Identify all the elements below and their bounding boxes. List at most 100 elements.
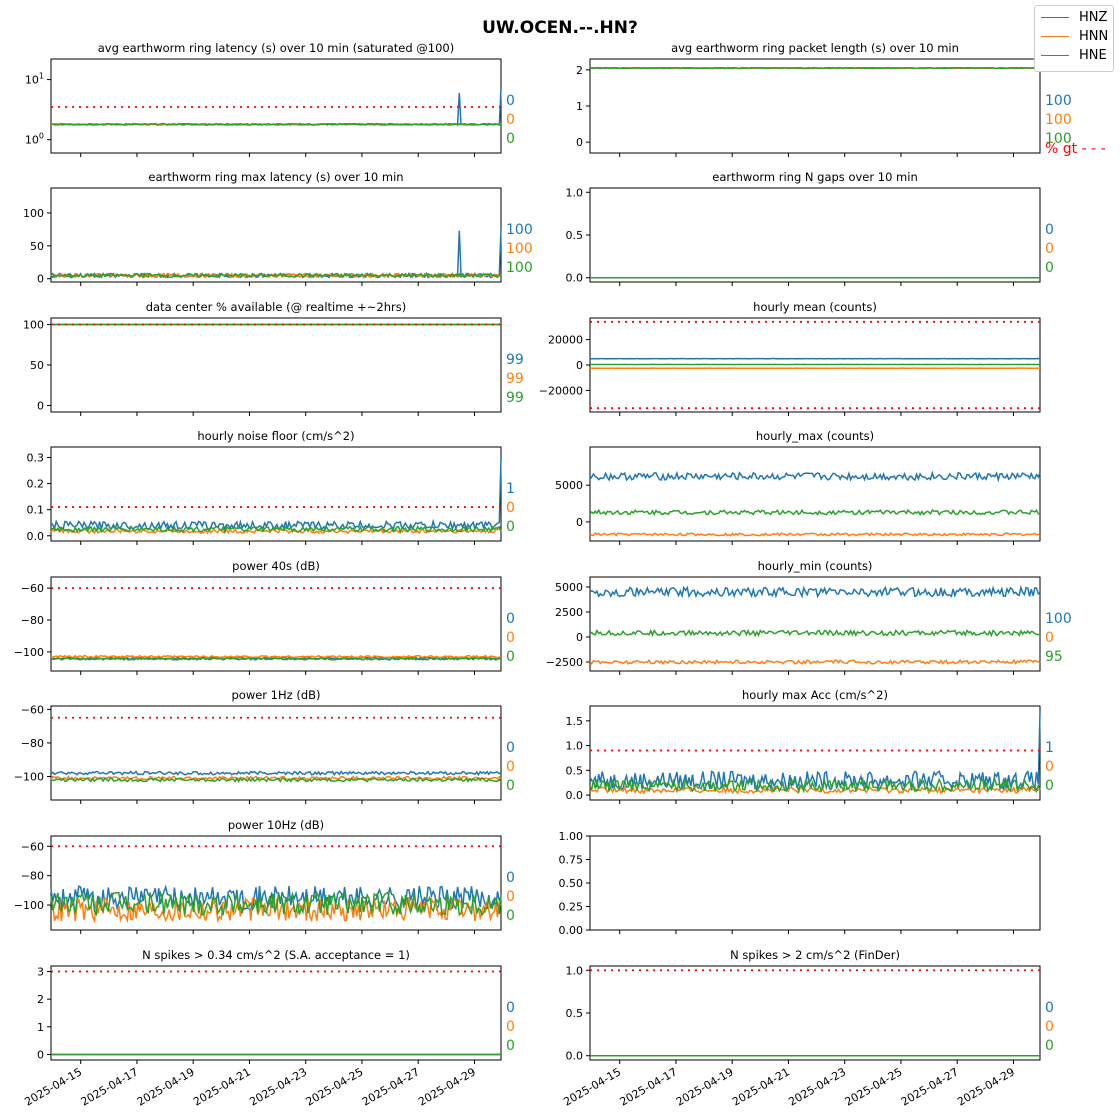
pct-label-hne: 0	[506, 908, 515, 924]
y-tick-label: 5000	[555, 479, 583, 492]
x-tick-label: 2025-04-21	[191, 1065, 253, 1108]
series-line-hnz	[50, 228, 502, 279]
y-tick-label: −2500	[546, 656, 583, 669]
y-tick-label: 0	[37, 273, 44, 286]
pct-label-hnn: 0	[1045, 241, 1054, 257]
subplot-10	[586, 576, 1041, 675]
x-tick-label: 2025-04-19	[674, 1065, 736, 1108]
y-tick-label: 0.50	[559, 877, 584, 890]
y-tick-label: −60	[21, 840, 44, 853]
y-tick-label: −100	[14, 771, 44, 784]
series-line-hne	[50, 889, 502, 917]
legend: HNZ HNN HNE	[1034, 5, 1114, 72]
y-tick-label: 0.0	[566, 1050, 584, 1063]
axes-frame	[50, 965, 502, 1061]
series-line-hne	[50, 272, 502, 279]
axes-frame	[589, 705, 1041, 801]
pct-label-hne: 99	[506, 390, 524, 406]
subplot-2	[586, 58, 1041, 157]
y-tick-label: −100	[14, 646, 44, 659]
y-tick-label: 0.5	[566, 1007, 584, 1020]
subplot-3	[47, 187, 502, 286]
subplot-15	[47, 965, 502, 1064]
subplot-13	[47, 835, 502, 934]
y-tick-label: 0.5	[566, 764, 584, 777]
series-line-hne	[50, 122, 502, 126]
y-tick-label: 20000	[548, 334, 583, 347]
y-tick-label: −100	[14, 899, 44, 912]
y-tick-label: 1.0	[566, 964, 584, 977]
y-tick-label: 50	[30, 359, 44, 372]
pct-label-hnz: 99	[506, 352, 524, 368]
pct-label-hnn: 0	[506, 889, 515, 905]
y-tick-label: 0	[37, 400, 44, 413]
pct-label-hnn: 99	[506, 371, 524, 387]
subplot-8	[586, 446, 1041, 545]
y-tick-label: 0.2	[27, 478, 45, 491]
x-tick-label: 2025-04-29	[416, 1065, 478, 1108]
x-tick-label: 2025-04-25	[304, 1065, 366, 1108]
y-tick-label: 1.0	[566, 740, 584, 753]
subplot-title: avg earthworm ring packet length (s) ove…	[671, 41, 959, 55]
series-line-hnz	[589, 711, 1041, 792]
pct-label-hnn: 100	[1045, 112, 1072, 128]
y-tick-label: 0.75	[559, 854, 584, 867]
pct-label-hnn: 0	[506, 112, 515, 128]
axes-frame	[50, 705, 502, 801]
pct-label-hnz: 100	[1045, 611, 1072, 627]
pct-label-hnn: 0	[1045, 630, 1054, 646]
y-tick-label: 0.0	[566, 272, 584, 285]
pct-label-hnn: 0	[506, 630, 515, 646]
subplot-7	[47, 446, 502, 545]
series-line-hne	[589, 508, 1041, 517]
subplot-title: power 1Hz (dB)	[231, 688, 320, 702]
y-tick-label: 100	[23, 318, 44, 331]
legend-swatch	[1041, 17, 1069, 18]
series-line-hne	[589, 628, 1041, 638]
pct-label-hne: 0	[506, 778, 515, 794]
y-tick-label: 0	[37, 1048, 44, 1061]
y-tick-label: 2	[37, 993, 44, 1006]
subplot-6	[586, 317, 1041, 416]
pct-label-hne: 0	[1045, 260, 1054, 276]
subplot-title: hourly_min (counts)	[758, 559, 873, 573]
subplot-16	[586, 965, 1041, 1064]
axes-frame	[50, 58, 502, 154]
y-tick-label: 50	[30, 240, 44, 253]
x-tick-label: 2025-04-23	[247, 1065, 309, 1108]
y-tick-label: 0	[576, 631, 583, 644]
subplot-title: hourly max Acc (cm/s^2)	[742, 688, 888, 702]
y-tick-label: 100	[23, 207, 44, 220]
y-tick-label: 0.5	[566, 229, 584, 242]
legend-swatch	[1041, 36, 1069, 37]
pct-label-hne: 0	[506, 1038, 515, 1054]
pct-label-hne: 0	[1045, 1038, 1054, 1054]
series-line-hnn	[50, 527, 502, 535]
series-line-hnn	[589, 658, 1041, 666]
y-tick-label: 1	[37, 1021, 44, 1034]
pct-label-hnz: 0	[506, 870, 515, 886]
y-tick-label: 0.3	[27, 451, 45, 464]
pct-label-hnn: 0	[1045, 1019, 1054, 1035]
axes-frame	[50, 446, 502, 542]
x-tick-label: 2025-04-17	[618, 1065, 680, 1108]
x-tick-label: 2025-04-27	[360, 1065, 422, 1108]
axes-frame	[50, 835, 502, 931]
x-tick-label: 2025-04-21	[730, 1065, 792, 1108]
subplot-14	[586, 835, 1041, 934]
subplot-11	[47, 705, 502, 804]
series-line-hnz	[589, 470, 1041, 483]
pct-label-hne: 0	[506, 519, 515, 535]
pct-label-hne: 95	[1045, 649, 1063, 665]
axes-frame	[50, 187, 502, 283]
subplot-title: power 10Hz (dB)	[228, 818, 324, 832]
axes-frame	[589, 58, 1041, 154]
y-tick-label: 0.1	[27, 504, 45, 517]
y-tick-label: −80	[21, 870, 44, 883]
legend-entry-hnz: HNZ	[1041, 10, 1107, 28]
y-tick-label: 0	[576, 516, 583, 529]
pct-label-hnz: 100	[1045, 93, 1072, 109]
axes-frame	[589, 965, 1041, 1061]
axes-frame	[589, 576, 1041, 672]
